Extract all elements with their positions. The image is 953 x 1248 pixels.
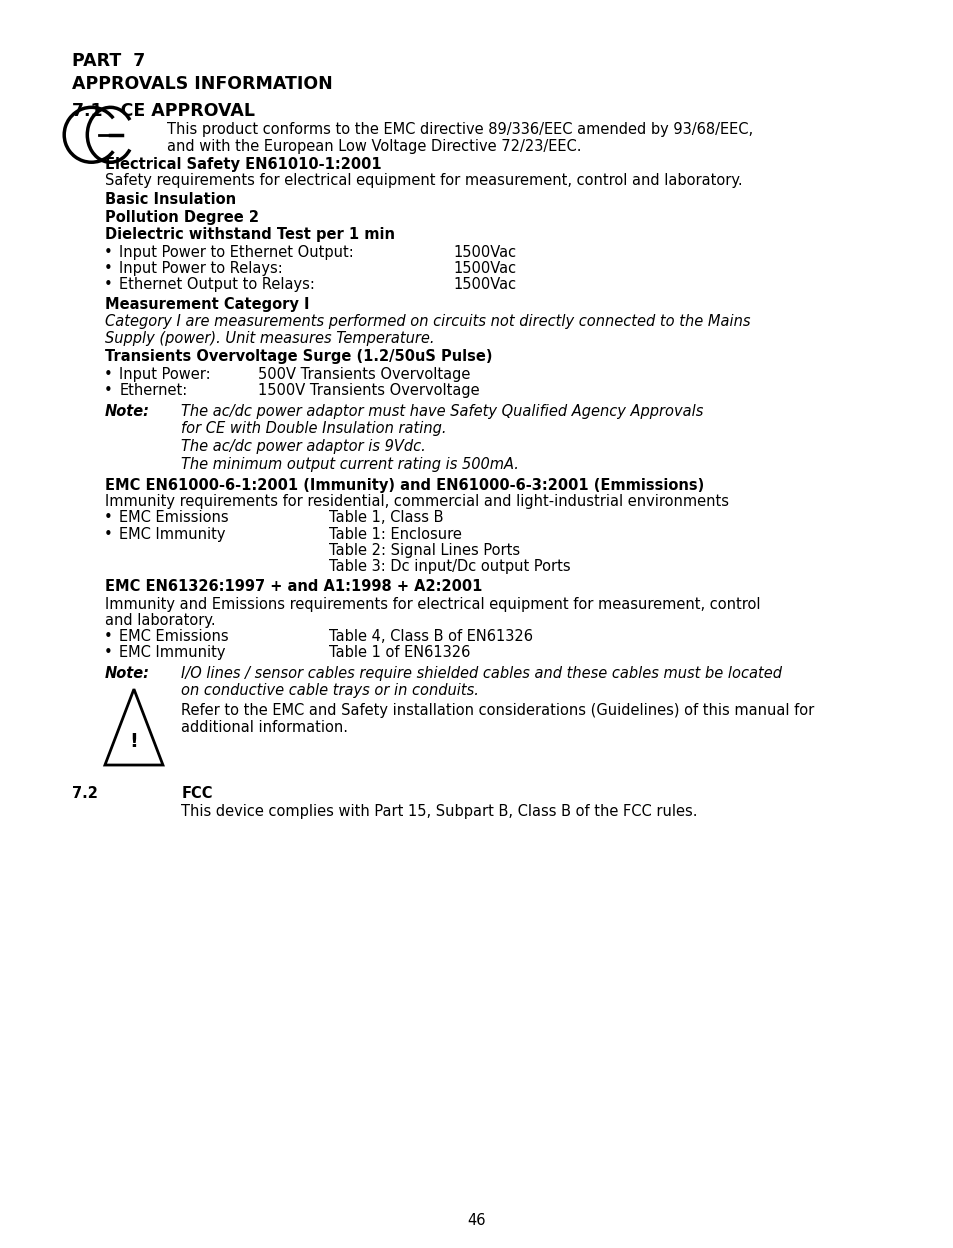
Text: Table 1 of EN61326: Table 1 of EN61326 xyxy=(329,645,470,660)
Text: additional information.: additional information. xyxy=(181,720,348,735)
Text: Table 1: Enclosure: Table 1: Enclosure xyxy=(329,527,461,542)
Text: EMC Emissions: EMC Emissions xyxy=(119,510,229,525)
Text: Immunity and Emissions requirements for electrical equipment for measurement, co: Immunity and Emissions requirements for … xyxy=(105,597,760,612)
Text: •: • xyxy=(104,367,112,382)
Text: FCC: FCC xyxy=(181,786,213,801)
Text: I/O lines / sensor cables require shielded cables and these cables must be locat: I/O lines / sensor cables require shield… xyxy=(181,666,781,681)
Text: EMC Emissions: EMC Emissions xyxy=(119,629,229,644)
Text: Safety requirements for electrical equipment for measurement, control and labora: Safety requirements for electrical equip… xyxy=(105,173,741,188)
Text: Input Power:: Input Power: xyxy=(119,367,211,382)
Text: and with the European Low Voltage Directive 72/23/EEC.: and with the European Low Voltage Direct… xyxy=(167,139,580,154)
Text: Dielectric withstand Test per 1 min: Dielectric withstand Test per 1 min xyxy=(105,227,395,242)
Text: •: • xyxy=(104,645,112,660)
Text: !: ! xyxy=(130,731,138,751)
Text: •: • xyxy=(104,245,112,260)
Text: •: • xyxy=(104,383,112,398)
Text: Table 2: Signal Lines Ports: Table 2: Signal Lines Ports xyxy=(329,543,519,558)
Text: for CE with Double Insulation rating.: for CE with Double Insulation rating. xyxy=(181,421,446,436)
Text: 7.2: 7.2 xyxy=(71,786,97,801)
Text: Category I are measurements performed on circuits not directly connected to the : Category I are measurements performed on… xyxy=(105,314,750,329)
Text: EMC Immunity: EMC Immunity xyxy=(119,645,226,660)
Text: Note:: Note: xyxy=(105,666,150,681)
Text: •: • xyxy=(104,510,112,525)
Text: Table 3: Dc input/Dc output Ports: Table 3: Dc input/Dc output Ports xyxy=(329,559,570,574)
Text: Pollution Degree 2: Pollution Degree 2 xyxy=(105,210,258,225)
Text: The ac/dc power adaptor is 9Vdc.: The ac/dc power adaptor is 9Vdc. xyxy=(181,439,426,454)
Text: Ethernet Output to Relays:: Ethernet Output to Relays: xyxy=(119,277,314,292)
Text: 46: 46 xyxy=(467,1213,486,1228)
Text: Transients Overvoltage Surge (1.2/50uS Pulse): Transients Overvoltage Surge (1.2/50uS P… xyxy=(105,349,492,364)
Text: and laboratory.: and laboratory. xyxy=(105,613,215,628)
Text: •: • xyxy=(104,629,112,644)
Text: Note:: Note: xyxy=(105,404,150,419)
Text: •: • xyxy=(104,527,112,542)
Text: 1500V Transients Overvoltage: 1500V Transients Overvoltage xyxy=(257,383,478,398)
Text: 7.1   CE APPROVAL: 7.1 CE APPROVAL xyxy=(71,102,254,120)
Text: Table 4, Class B of EN61326: Table 4, Class B of EN61326 xyxy=(329,629,533,644)
Text: EMC EN61326:1997 + and A1:1998 + A2:2001: EMC EN61326:1997 + and A1:1998 + A2:2001 xyxy=(105,579,482,594)
Text: Basic Insulation: Basic Insulation xyxy=(105,192,235,207)
Text: Immunity requirements for residential, commercial and light-industrial environme: Immunity requirements for residential, c… xyxy=(105,494,728,509)
Text: Electrical Safety EN61010-1:2001: Electrical Safety EN61010-1:2001 xyxy=(105,157,381,172)
Text: This product conforms to the EMC directive 89/336/EEC amended by 93/68/EEC,: This product conforms to the EMC directi… xyxy=(167,122,752,137)
Text: EMC EN61000-6-1:2001 (Immunity) and EN61000-6-3:2001 (Emmissions): EMC EN61000-6-1:2001 (Immunity) and EN61… xyxy=(105,478,703,493)
Text: The minimum output current rating is 500mA.: The minimum output current rating is 500… xyxy=(181,457,518,472)
Text: Refer to the EMC and Safety installation considerations (Guidelines) of this man: Refer to the EMC and Safety installation… xyxy=(181,703,814,718)
Text: •: • xyxy=(104,261,112,276)
Text: Supply (power). Unit measures Temperature.: Supply (power). Unit measures Temperatur… xyxy=(105,331,434,346)
Text: Measurement Category I: Measurement Category I xyxy=(105,297,309,312)
Text: PART  7: PART 7 xyxy=(71,52,145,70)
Text: Input Power to Ethernet Output:: Input Power to Ethernet Output: xyxy=(119,245,354,260)
Text: 1500Vac: 1500Vac xyxy=(453,277,516,292)
Text: EMC Immunity: EMC Immunity xyxy=(119,527,226,542)
Text: on conductive cable trays or in conduits.: on conductive cable trays or in conduits… xyxy=(181,683,478,698)
Text: •: • xyxy=(104,277,112,292)
Text: Input Power to Relays:: Input Power to Relays: xyxy=(119,261,283,276)
Text: 500V Transients Overvoltage: 500V Transients Overvoltage xyxy=(257,367,470,382)
Text: Ethernet:: Ethernet: xyxy=(119,383,188,398)
Text: The ac/dc power adaptor must have Safety Qualified Agency Approvals: The ac/dc power adaptor must have Safety… xyxy=(181,404,703,419)
Text: This device complies with Part 15, Subpart B, Class B of the FCC rules.: This device complies with Part 15, Subpa… xyxy=(181,804,697,819)
Text: Table 1, Class B: Table 1, Class B xyxy=(329,510,443,525)
Text: APPROVALS INFORMATION: APPROVALS INFORMATION xyxy=(71,75,332,92)
Text: 1500Vac: 1500Vac xyxy=(453,261,516,276)
Text: 1500Vac: 1500Vac xyxy=(453,245,516,260)
